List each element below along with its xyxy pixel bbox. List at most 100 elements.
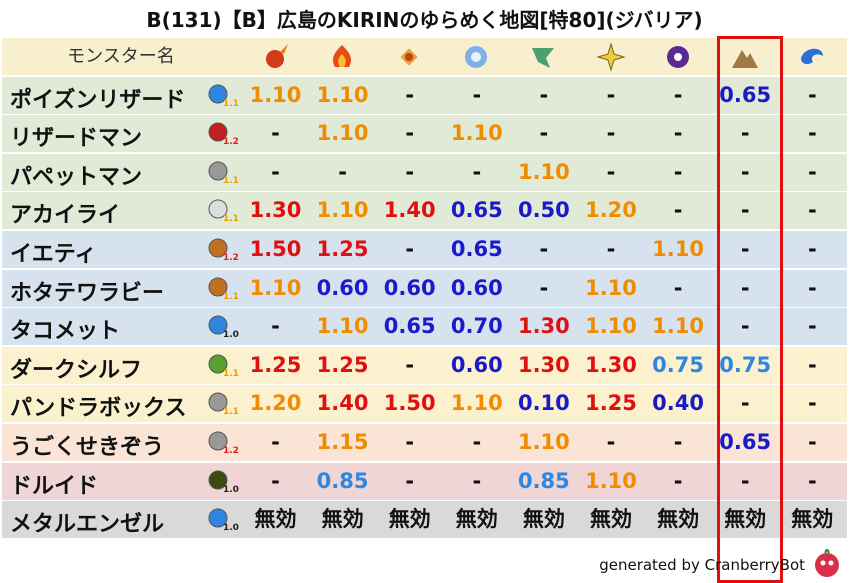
- resistance-cell: 無効: [724, 507, 767, 532]
- icon: [208, 84, 228, 104]
- monster-name: ポイズンリザード: [10, 87, 186, 113]
- resistance-cell: 1.10: [652, 237, 704, 261]
- resistance-cell: 0.60: [450, 352, 503, 377]
- resistance-cell: 0.40: [652, 391, 704, 416]
- resistance-cell: -: [740, 391, 750, 416]
- resistance-cell: -: [271, 430, 280, 454]
- monster-name: アカイライ: [10, 203, 121, 229]
- icon: [208, 277, 228, 297]
- resistance-cell: 0.65: [383, 314, 436, 339]
- icon: [208, 238, 228, 258]
- resistance-cell: -: [405, 352, 415, 377]
- monster-name: メタルエンゼル: [10, 512, 165, 538]
- monster-name: ダークシルフ: [10, 357, 143, 383]
- resistance-cell: 1.10: [316, 198, 369, 223]
- monster-name: パペットマン: [10, 164, 143, 190]
- icon: [208, 315, 228, 335]
- resistance-cell: -: [807, 237, 817, 261]
- resistance-cell: -: [673, 159, 683, 184]
- resistance-cell: -: [807, 314, 817, 339]
- resistance-cell: 1.30: [249, 198, 302, 223]
- name-cell: ポイズンリザード 1.1: [2, 77, 240, 114]
- level: 1.1: [223, 98, 239, 109]
- resistance-cell: -: [740, 275, 750, 300]
- resistance-cell: 1.10: [316, 121, 369, 146]
- resistance-cell: -: [807, 198, 817, 223]
- level: 1.1: [223, 407, 239, 418]
- resistance-cell: 1.40: [383, 198, 436, 223]
- resistance-cell: 無効: [388, 507, 431, 532]
- monster-name: イエティ: [10, 242, 97, 267]
- monster-name: ドルイド: [10, 473, 99, 499]
- table-row: ダークシルフ 1.1 1.25 1.25 - 0.60 1.30 1.30 0.75 0.75 -: [2, 346, 847, 384]
- resistance-cell: 1.20: [249, 391, 302, 416]
- level: 1.0: [223, 330, 239, 341]
- resistance-cell: 0.75: [652, 352, 704, 377]
- level: 1.1: [223, 214, 239, 225]
- bot-eye: [820, 560, 826, 566]
- resistance-cell: 0.65: [450, 198, 503, 223]
- icon: [333, 45, 352, 67]
- level: 1.2: [223, 137, 239, 148]
- resistance-cell: -: [740, 314, 750, 339]
- table-row: メタルエンゼル 1.0 無効 無効 無効 無効 無効 無効 無効 無効 無効: [2, 501, 847, 539]
- resistance-cell: -: [405, 430, 415, 454]
- resistance-cell: -: [472, 430, 482, 454]
- resistance-cell: 0.50: [517, 198, 570, 223]
- resistance-cell: 無効: [590, 507, 632, 532]
- resistance-cell: -: [472, 82, 482, 107]
- resistance-cell: 無効: [522, 507, 565, 532]
- icon: [731, 50, 758, 68]
- resistance-cell: 1.10: [316, 82, 369, 107]
- icon: [208, 354, 228, 374]
- icon: [208, 161, 228, 181]
- resistance-cell: 0.60: [383, 275, 436, 300]
- resistance-cell: -: [606, 82, 616, 107]
- resistance-cell: -: [539, 121, 549, 146]
- table-row: ポイズンリザード 1.1 1.10 1.10 - - - - - 0.65 -: [2, 76, 847, 114]
- resistance-cell: 1.25: [316, 352, 369, 377]
- resistance-cell: 0.85: [316, 468, 369, 493]
- bot-body: [815, 553, 839, 577]
- resistance-cell: -: [271, 159, 280, 184]
- resistance-cell: 0.10: [517, 391, 570, 416]
- highlight-box: [717, 36, 783, 583]
- level: 1.1: [223, 291, 239, 302]
- name-cell: パンドラボックス 1.1: [2, 385, 240, 422]
- resistance-cell: -: [673, 430, 683, 454]
- resistance-cell: 1.10: [652, 314, 704, 339]
- name-cell: ホタテワラビー 1.1: [2, 270, 240, 307]
- resistance-cell: 無効: [321, 507, 364, 532]
- resistance-cell: 1.10: [585, 468, 637, 493]
- resistance-cell: -: [807, 275, 817, 300]
- name-cell: パペットマン 1.1: [2, 154, 240, 191]
- icon: [208, 392, 228, 412]
- resistance-cell: -: [405, 237, 415, 261]
- resistance-cell: 0.65: [719, 430, 772, 454]
- monster-name: タコメット: [10, 319, 121, 345]
- resistance-cell: -: [606, 430, 616, 454]
- monster-name: ホタテワラビー: [10, 280, 165, 306]
- bot-leaf: [824, 549, 830, 554]
- resistance-cell: -: [807, 121, 817, 146]
- resistance-cell: -: [606, 159, 616, 184]
- name-cell: アカイライ 1.1: [2, 192, 240, 229]
- resistance-cell: 無効: [455, 507, 498, 532]
- icon: [595, 42, 626, 72]
- resistance-cell: -: [673, 198, 683, 223]
- resistance-cell: -: [271, 121, 280, 146]
- level: 1.2: [223, 446, 239, 456]
- resistance-cell: 1.20: [585, 198, 637, 223]
- resistance-cell: 1.50: [383, 391, 436, 416]
- table-row: アカイライ 1.1 1.30 1.10 1.40 0.65 0.50 1.20 - - -: [2, 192, 847, 230]
- icon: [266, 44, 288, 68]
- resistance-cell: -: [405, 468, 415, 493]
- bot-icon: [815, 549, 839, 577]
- resistance-cell: -: [673, 275, 683, 300]
- resistance-cell: -: [673, 468, 683, 493]
- icon: [208, 122, 228, 142]
- resistance-cell: 1.40: [316, 391, 369, 416]
- header-row: モンスター名: [2, 38, 847, 75]
- resistance-cell: 1.30: [585, 352, 637, 377]
